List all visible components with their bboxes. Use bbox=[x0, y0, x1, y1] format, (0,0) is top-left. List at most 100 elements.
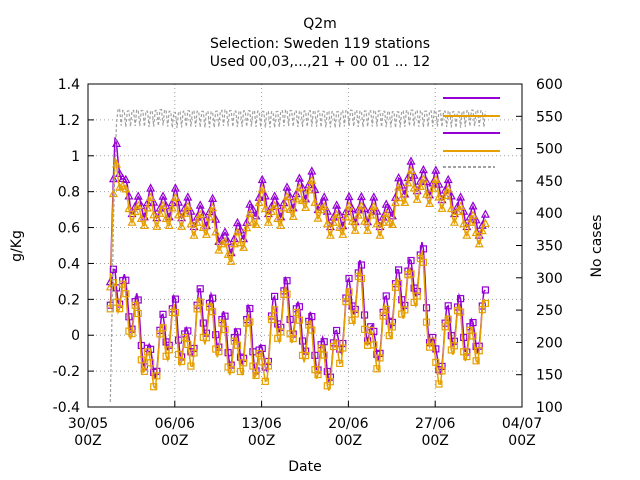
y2-tick-label: 250 bbox=[536, 303, 563, 319]
marker-square bbox=[295, 316, 304, 324]
marker-triangle bbox=[422, 176, 432, 186]
x-tick-label-time: 00Z bbox=[74, 433, 101, 449]
marker-triangle bbox=[161, 213, 171, 223]
marker-triangle bbox=[406, 165, 416, 175]
marker-triangle bbox=[332, 200, 342, 209]
marker-triangle bbox=[387, 219, 397, 229]
marker-square bbox=[289, 335, 297, 343]
marker-triangle bbox=[437, 203, 447, 212]
marker-square bbox=[441, 323, 449, 331]
marker-square bbox=[370, 341, 378, 349]
marker-triangle bbox=[471, 227, 481, 237]
marker-square bbox=[469, 318, 477, 327]
marker-triangle bbox=[257, 174, 267, 184]
marker-square bbox=[463, 352, 471, 361]
marker-triangle bbox=[372, 219, 382, 228]
marker-triangle bbox=[360, 216, 370, 225]
y-tick-label: 1.4 bbox=[58, 77, 80, 93]
marker-triangle bbox=[236, 237, 246, 247]
series-line-purple_upper bbox=[109, 137, 487, 283]
marker-square bbox=[336, 359, 344, 368]
y-tick-label: -0.4 bbox=[53, 400, 80, 416]
marker-triangle bbox=[406, 156, 416, 165]
series-grey_count bbox=[109, 107, 486, 403]
y-tick-label: 0.4 bbox=[58, 256, 80, 272]
x-axis-ticks: 30/0500Z06/0600Z13/0600Z20/0600Z27/0600Z… bbox=[68, 401, 542, 449]
marker-square bbox=[193, 305, 201, 313]
marker-triangle bbox=[353, 210, 363, 219]
marker-triangle bbox=[223, 249, 233, 258]
marker-triangle bbox=[301, 202, 311, 211]
marker-square bbox=[236, 367, 245, 376]
y2-tick-label: 150 bbox=[536, 368, 563, 384]
marker-triangle bbox=[232, 217, 242, 227]
marker-triangle bbox=[115, 182, 125, 191]
chart-title-line-1: Q2m bbox=[303, 16, 337, 32]
marker-triangle bbox=[443, 174, 453, 184]
marker-triangle bbox=[257, 184, 267, 193]
marker-triangle bbox=[186, 219, 196, 228]
y2-axis-ticks: 100 150 200 250 300 350 400 450 500 550 600 bbox=[516, 77, 563, 416]
marker-square bbox=[342, 298, 350, 306]
marker-triangle bbox=[270, 191, 280, 200]
chart-title-line-2: Selection: Sweden 119 stations bbox=[210, 36, 430, 52]
series-line-grey_count bbox=[109, 107, 486, 403]
marker-square bbox=[457, 308, 465, 316]
marker-triangle bbox=[378, 217, 388, 226]
marker-triangle bbox=[440, 190, 450, 199]
marker-square bbox=[119, 280, 127, 288]
marker-triangle bbox=[285, 204, 295, 214]
marker-triangle bbox=[195, 209, 205, 219]
marker-square bbox=[429, 337, 437, 345]
marker-square bbox=[345, 274, 353, 283]
legend bbox=[443, 97, 500, 168]
y2-tick-label: 350 bbox=[536, 239, 563, 255]
marker-square bbox=[385, 331, 393, 340]
marker-triangle bbox=[397, 193, 407, 202]
marker-square bbox=[298, 337, 307, 345]
marker-triangle bbox=[474, 238, 484, 248]
marker-triangle bbox=[341, 212, 351, 221]
marker-triangle bbox=[195, 200, 205, 209]
x-tick-label-time: 00Z bbox=[161, 433, 188, 449]
marker-triangle bbox=[282, 182, 292, 191]
marker-triangle bbox=[360, 203, 370, 212]
marker-square bbox=[457, 295, 465, 303]
y2-tick-label: 500 bbox=[536, 142, 563, 158]
y2-tick-label: 300 bbox=[536, 271, 563, 287]
marker-triangle bbox=[158, 191, 168, 200]
marker-triangle bbox=[121, 184, 131, 193]
marker-square bbox=[373, 365, 381, 373]
marker-triangle bbox=[130, 206, 140, 216]
marker-square bbox=[134, 309, 142, 318]
marker-square bbox=[209, 308, 217, 316]
marker-triangle bbox=[449, 217, 459, 226]
marker-triangle bbox=[319, 192, 329, 201]
marker-triangle bbox=[468, 201, 478, 210]
marker-triangle bbox=[143, 203, 153, 212]
marker-triangle bbox=[201, 229, 211, 238]
marker-triangle bbox=[276, 220, 286, 229]
marker-triangle bbox=[273, 213, 283, 223]
y2-tick-label: 600 bbox=[536, 77, 563, 93]
y-tick-label: -0.2 bbox=[53, 364, 80, 380]
marker-square bbox=[333, 340, 341, 348]
marker-square bbox=[261, 377, 269, 385]
marker-triangle bbox=[282, 191, 292, 201]
marker-square bbox=[419, 258, 428, 266]
marker-square bbox=[128, 330, 136, 338]
marker-triangle bbox=[456, 192, 466, 201]
marker-triangle bbox=[146, 183, 156, 192]
marker-triangle bbox=[294, 173, 304, 182]
marker-square bbox=[382, 305, 390, 313]
marker-square bbox=[388, 323, 397, 331]
marker-triangle bbox=[211, 227, 221, 236]
marker-triangle bbox=[229, 239, 239, 248]
marker-triangle bbox=[288, 211, 298, 220]
marker-triangle bbox=[270, 200, 280, 210]
marker-triangle bbox=[124, 203, 134, 213]
marker-triangle bbox=[263, 217, 273, 226]
marker-square bbox=[131, 301, 139, 309]
x-tick-label-time: 00Z bbox=[335, 433, 362, 449]
marker-triangle bbox=[242, 222, 252, 232]
